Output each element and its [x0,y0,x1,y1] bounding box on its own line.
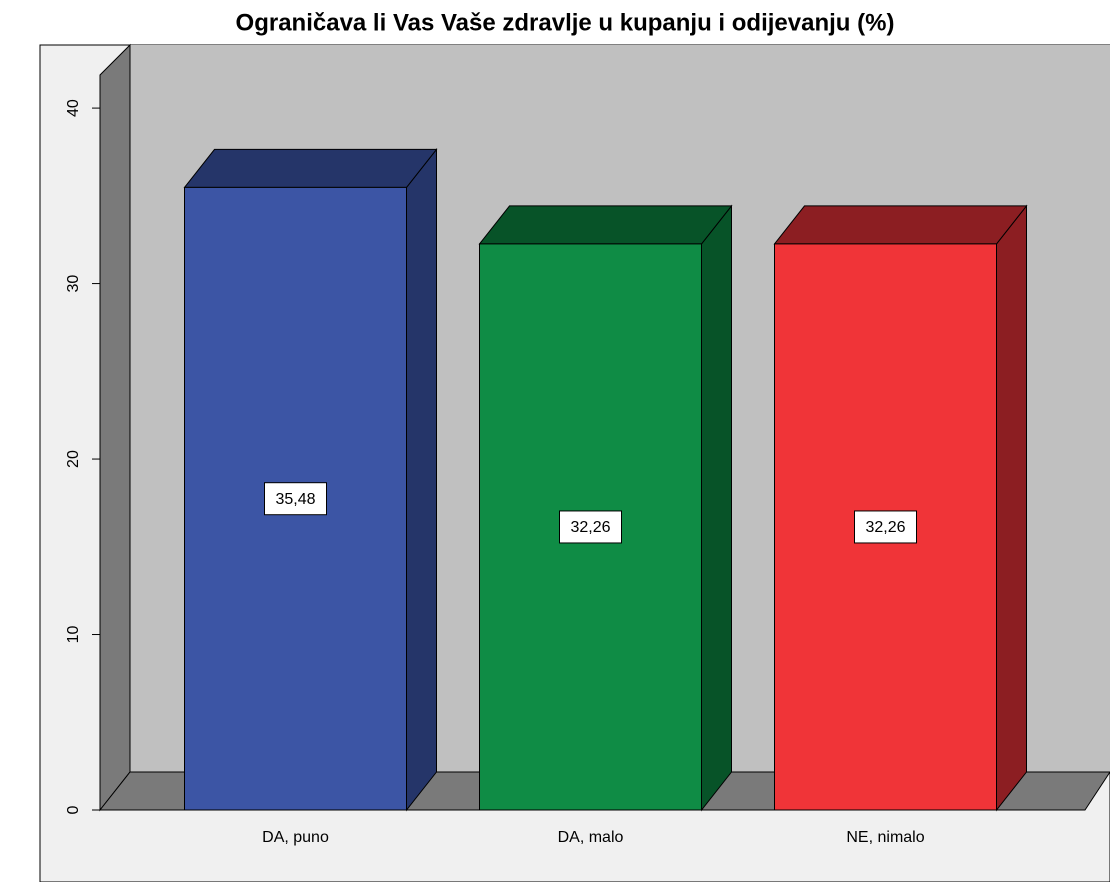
bar-side [701,204,732,812]
value-label-box [559,510,622,544]
bar-side [406,147,437,812]
bar-top [478,205,733,245]
value-label-box [264,482,327,516]
y-tick-label: 20 [65,450,82,468]
bar-top [183,148,438,188]
y-tick-label: 0 [65,805,82,814]
value-label: 32,26 [865,519,905,536]
y-tick-label: 10 [65,626,82,644]
chart-title: Ograničava li Vas Vaše zdravlje u kupanj… [236,9,895,36]
bar-top [773,205,1028,245]
value-label: 32,26 [570,519,610,536]
y-tick-label: 40 [65,99,82,117]
y-tick-label: 30 [65,275,82,293]
value-label-box [854,510,917,544]
value-label: 35,48 [275,491,315,508]
x-tick-label: NE, nimalo [846,829,924,846]
side-wall [99,43,131,812]
x-tick-label: DA, puno [262,829,329,846]
x-tick-label: DA, malo [558,829,624,846]
bar-side [996,204,1027,812]
